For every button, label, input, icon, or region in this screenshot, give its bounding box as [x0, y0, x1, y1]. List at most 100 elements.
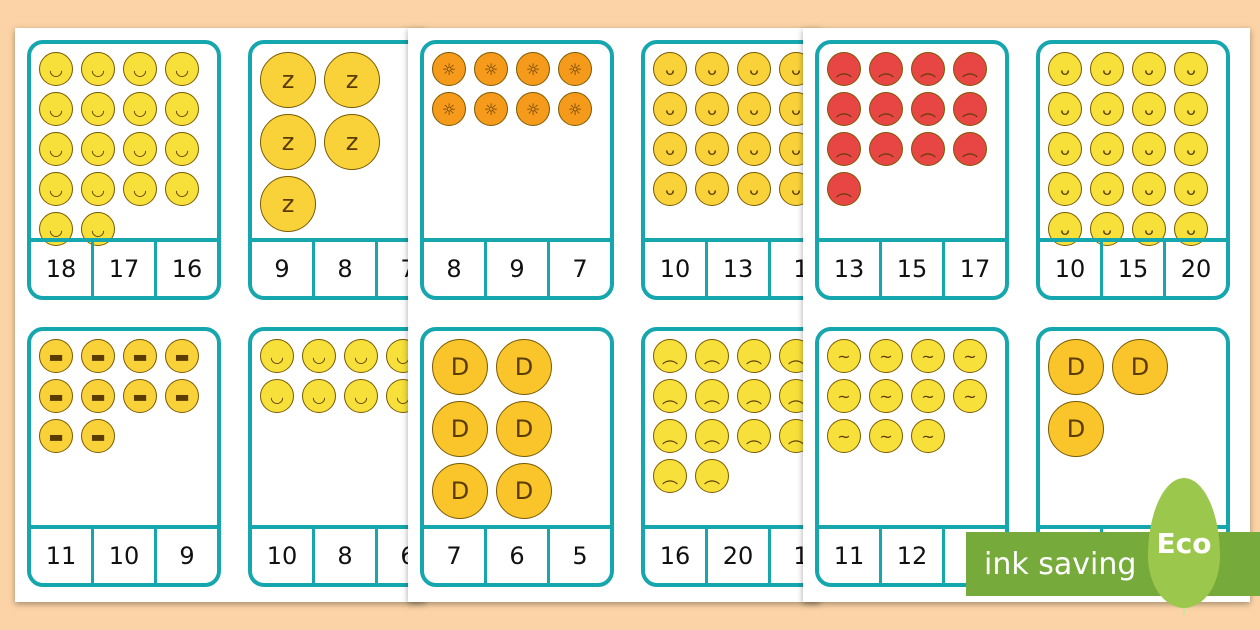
answer-row: 13 15 17	[819, 238, 1005, 296]
answer-option[interactable]: 11	[45, 542, 77, 570]
smiling-face-icon: ◡	[81, 92, 115, 126]
tongue-wink-face-icon: ᴗ	[653, 172, 687, 206]
tears-of-joy-face-icon: D	[496, 401, 552, 457]
tongue-wink-face-icon: ᴗ	[737, 172, 771, 206]
answer-option[interactable]: 9	[154, 529, 217, 583]
angry-face-icon: ︵	[869, 52, 903, 86]
answer-option[interactable]: 7	[547, 242, 610, 296]
answer-option[interactable]: 13	[705, 242, 768, 296]
sad-tear-face-icon: ︵	[737, 379, 771, 413]
smiling-face-icon: ◡	[123, 172, 157, 206]
smiling-face-icon: ◡	[39, 52, 73, 86]
counting-card: ︵ ︵ ︵ ︵ ︵ ︵ ︵ ︵ ︵ ︵ ︵ ︵ ︵ 13 15 17	[815, 40, 1009, 300]
answer-row: 11 12	[819, 525, 1005, 583]
tongue-wink-face-icon: ᴗ	[695, 92, 729, 126]
eco-leaf-icon: Eco	[1148, 478, 1220, 608]
tongue-wink-face-icon: ᴗ	[653, 52, 687, 86]
answer-row: 987	[252, 238, 425, 296]
tongue-wink-face-icon: ᴗ	[737, 132, 771, 166]
smiling-face-icon: ◡	[39, 132, 73, 166]
tears-of-joy-face-icon: D	[432, 339, 488, 395]
angry-face-icon: ︵	[869, 132, 903, 166]
smiling-face-icon: ◡	[165, 172, 199, 206]
smiling-face-icon: ◡	[165, 132, 199, 166]
confounded-face-icon: ~	[953, 339, 987, 373]
counting-card: zzzzz987	[248, 40, 425, 300]
halo-face-icon: ◡	[302, 339, 336, 373]
counting-card: ◡ ◡ ◡ ◡ ◡ ◡ ◡ ◡ ◡ ◡ ◡ ◡ ◡ ◡ ◡ ◡ ◡ ◡ 18 17 16	[27, 40, 221, 300]
counting-card: ☼ ☼ ☼ ☼ ☼ ☼ ☼ ☼ 8 9 7	[420, 40, 614, 300]
sun-icon: ☼	[474, 92, 508, 126]
confounded-face-icon: ~	[869, 339, 903, 373]
answer-option[interactable]: 18	[45, 255, 77, 283]
answer-option[interactable]: 10	[266, 542, 298, 570]
tongue-wink-face-icon: ᴗ	[653, 132, 687, 166]
answer-option[interactable]: 7	[446, 542, 462, 570]
answer-option[interactable]: 15	[1100, 242, 1163, 296]
answer-option[interactable]: 10	[1054, 255, 1086, 283]
confounded-face-icon: ~	[827, 339, 861, 373]
halo-face-icon: ◡	[260, 339, 294, 373]
answer-option[interactable]: 8	[312, 529, 375, 583]
answer-option[interactable]: 16	[659, 542, 691, 570]
sleeping-face-icon: z	[260, 52, 316, 108]
answer-row: 10 15 20	[1040, 238, 1226, 296]
counting-card: ~ ~ ~ ~ ~ ~ ~ ~ ~ ~ ~11 12	[815, 327, 1009, 587]
answer-option[interactable]: 13	[833, 255, 865, 283]
worksheet-3: ︵ ︵ ︵ ︵ ︵ ︵ ︵ ︵ ︵ ︵ ︵ ︵ ︵ 13 15 17 ᴗ ᴗ ᴗ ᴗ ᴗ ᴗ ᴗ ᴗ ᴗ ᴗ ᴗ ᴗ ᴗ ᴗ ᴗ ᴗ ᴗ ᴗ ᴗ ᴗ 1…	[803, 28, 1250, 602]
sunglasses-face-icon: ▬	[39, 339, 73, 373]
answer-option[interactable]: 10	[659, 255, 691, 283]
answer-option[interactable]: 16	[154, 242, 217, 296]
tongue-wink-face-icon: ᴗ	[695, 52, 729, 86]
answer-option[interactable]: 20	[1163, 242, 1226, 296]
sunglasses-face-icon: ▬	[123, 339, 157, 373]
angry-face-icon: ︵	[869, 92, 903, 126]
answer-option[interactable]: 17	[942, 242, 1005, 296]
answer-option[interactable]	[942, 529, 1005, 583]
angry-face-icon: ︵	[827, 172, 861, 206]
answer-option[interactable]: 11	[833, 542, 865, 570]
confounded-face-icon: ~	[827, 379, 861, 413]
answer-option[interactable]: 12	[879, 529, 942, 583]
worksheet-2: ☼ ☼ ☼ ☼ ☼ ☼ ☼ ☼ 8 9 7 ᴗ ᴗ ᴗ ᴗ ᴗ ᴗ ᴗ ᴗ ᴗ ᴗ ᴗ ᴗ ᴗ ᴗ ᴗ ᴗ 10 13 1 D D D D D D 7 6…	[408, 28, 820, 602]
grinning-face-icon: ᴗ	[1090, 52, 1124, 86]
emoji-group: ︵ ︵ ︵ ︵ ︵ ︵ ︵ ︵ ︵ ︵ ︵ ︵ ︵	[827, 52, 997, 242]
answer-option[interactable]: 10	[91, 529, 154, 583]
sleeping-face-icon: z	[324, 114, 380, 170]
answer-option[interactable]: 17	[91, 242, 154, 296]
sun-icon: ☼	[432, 92, 466, 126]
tongue-wink-face-icon: ᴗ	[695, 172, 729, 206]
answer-option[interactable]: 5	[547, 529, 610, 583]
sleeping-face-icon: z	[260, 114, 316, 170]
confounded-face-icon: ~	[869, 419, 903, 453]
sunglasses-face-icon: ▬	[81, 379, 115, 413]
sun-icon: ☼	[558, 92, 592, 126]
answer-option[interactable]: 20	[705, 529, 768, 583]
tears-of-joy-face-icon: D	[496, 339, 552, 395]
answer-row: 10 13 1	[645, 238, 820, 296]
sunglasses-face-icon: ▬	[39, 419, 73, 453]
confounded-face-icon: ~	[827, 419, 861, 453]
counting-card: ◡◡◡◡◡◡◡◡1086	[248, 327, 425, 587]
tears-of-joy-face-icon: D	[432, 401, 488, 457]
sun-icon: ☼	[516, 52, 550, 86]
answer-option[interactable]: 8	[446, 255, 462, 283]
smiling-face-icon: ◡	[39, 172, 73, 206]
answer-option[interactable]: 8	[312, 242, 375, 296]
answer-row: 18 17 16	[31, 238, 217, 296]
grinning-face-icon: ᴗ	[1132, 132, 1166, 166]
answer-option[interactable]: 9	[484, 242, 547, 296]
sad-tear-face-icon: ︵	[737, 419, 771, 453]
answer-option[interactable]: 6	[484, 529, 547, 583]
grinning-face-icon: ᴗ	[1174, 52, 1208, 86]
sunglasses-face-icon: ▬	[81, 419, 115, 453]
answer-option[interactable]: 15	[879, 242, 942, 296]
halo-face-icon: ◡	[344, 339, 378, 373]
answer-option[interactable]: 9	[274, 255, 290, 283]
